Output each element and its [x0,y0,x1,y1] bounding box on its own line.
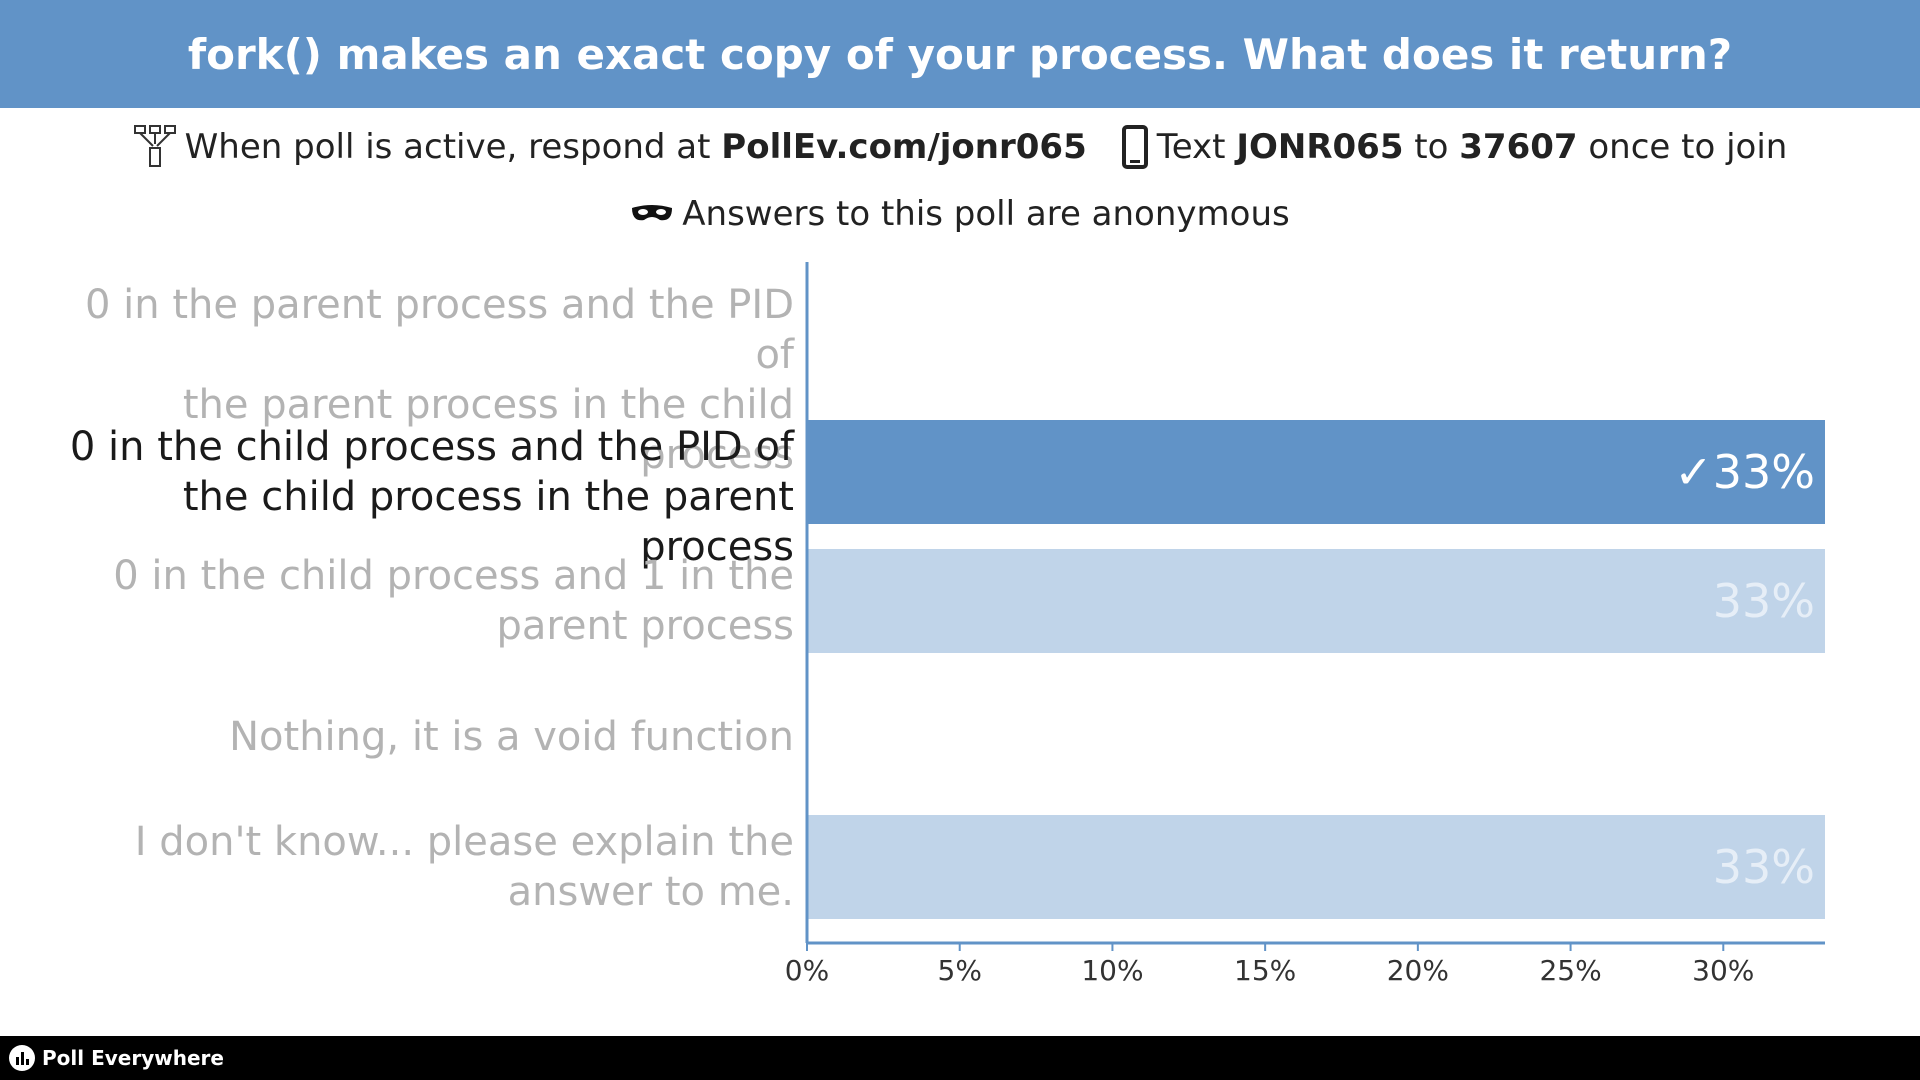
answer-label-line: parent process [496,603,794,649]
answer-label-2: 0 in the child process and 1 in the paren… [40,551,794,651]
answer-label-line: answer to me. [507,869,794,915]
answer-label-line: 0 in the child process and the PID of [69,424,794,470]
answer-label-1: 0 in the child process and the PID of the… [40,422,794,572]
footer-bar: Poll Everywhere [0,1036,1920,1080]
network-icon [133,125,176,167]
phone-icon [1121,125,1148,169]
answer-label-line: the parent process in the child process [182,382,794,478]
answer-label-line: 0 in the child process and 1 in the [113,553,794,599]
footer-brand: Poll Everywhere [42,1046,224,1070]
x-tick-label-2: 10% [1081,954,1143,987]
text-prefix: Text [1156,127,1226,167]
bar-value-label-4: 33% [1713,840,1815,894]
answer-label-line: I don't know... please explain the [134,819,794,865]
text-mid: to [1414,127,1449,167]
x-tick-label-5: 25% [1539,954,1601,987]
answer-label-0: 0 in the parent process and the PID of th… [40,280,794,480]
join-instructions: When poll is active, respond at PollEv.c… [0,112,1920,182]
answer-label-4: I don't know... please explain the answer… [40,817,794,917]
poll-everywhere-logo-icon [9,1045,35,1071]
answer-label-3: Nothing, it is a void function [40,712,794,762]
answer-label-line: Nothing, it is a void function [229,714,794,760]
x-tick-label-4: 20% [1387,954,1449,987]
x-tick-label-1: 5% [938,954,982,987]
x-tick-label-0: 0% [785,954,829,987]
anonymous-text: Answers to this poll are anonymous [682,194,1290,234]
bar-2 [807,549,1825,653]
web-instructions: When poll is active, respond at [184,127,711,167]
bar-value-label-1: ✓33% [1674,445,1815,499]
answer-label-line: 0 in the parent process and the PID of [84,282,794,378]
text-suffix: once to join [1588,127,1788,167]
x-tick-label-6: 30% [1692,954,1754,987]
bar-1 [807,420,1825,524]
x-tick-label-3: 15% [1234,954,1296,987]
text-number: 37607 [1459,127,1578,167]
text-code: JONR065 [1236,127,1404,167]
poll-url: PollEv.com/jonr065 [721,127,1087,167]
answer-label-line: the child process in the parent process [182,474,794,570]
bar-value-label-2: 33% [1713,574,1815,628]
poll-title: fork() makes an exact copy of your proce… [187,29,1733,79]
bar-4 [807,815,1825,919]
results-bar-chart: ✓33% 33% 33% 0% 5% 10% 15% 20% 25% 30% [785,262,1825,987]
anonymous-notice: Answers to this poll are anonymous [0,182,1920,246]
mask-icon [632,205,673,221]
poll-title-bar: fork() makes an exact copy of your proce… [0,0,1920,108]
